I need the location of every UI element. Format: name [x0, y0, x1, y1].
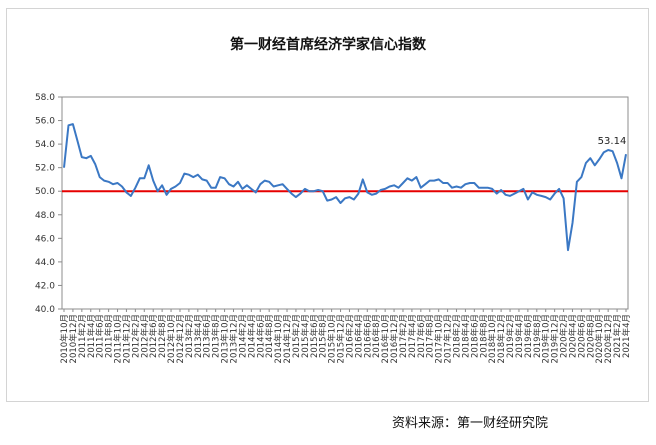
- x-tick-label: 2014年4月: [246, 314, 257, 358]
- x-tick-label: 2013年6月: [202, 314, 213, 358]
- x-tick-label: 2019年8月: [532, 314, 543, 358]
- x-tick-label: 2015年10月: [327, 314, 338, 363]
- y-tick-label: 44.0: [35, 258, 55, 268]
- x-tick-label: 2013年10月: [220, 314, 231, 363]
- x-tick-label: 2011年12月: [121, 314, 132, 363]
- x-tick-label: 2017年2月: [398, 314, 409, 358]
- x-tick-label: 2012年8月: [157, 314, 168, 358]
- x-tick-label: 2012年2月: [130, 314, 141, 358]
- x-tick-label: 2018年2月: [452, 314, 463, 358]
- x-tick-label: 2012年4月: [139, 314, 150, 358]
- x-tick-label: 2017年8月: [425, 314, 436, 358]
- x-tick-label: 2011年6月: [95, 314, 106, 358]
- x-tick-label: 2019年4月: [514, 314, 525, 358]
- x-tick-label: 2018年6月: [469, 314, 480, 358]
- x-tick-label: 2015年12月: [336, 314, 347, 363]
- y-tick-label: 48.0: [35, 211, 55, 221]
- x-tick-label: 2016年2月: [344, 314, 355, 358]
- y-tick-label: 54.0: [35, 140, 55, 150]
- y-tick-label: 56.0: [35, 117, 55, 127]
- last-value-label: 53.14: [598, 136, 627, 147]
- x-tick-label: 2018年10月: [487, 314, 498, 363]
- x-tick-label: 2012年6月: [148, 314, 159, 358]
- x-tick-label: 2016年6月: [362, 314, 373, 358]
- x-tick-label: 2012年12月: [175, 314, 186, 363]
- y-tick-label: 42.0: [35, 281, 55, 291]
- x-tick-label: 2011年8月: [104, 314, 115, 358]
- x-tick-label: 2020年12月: [603, 314, 614, 363]
- x-tick-label: 2021年4月: [621, 314, 632, 358]
- x-tick-label: 2019年10月: [541, 314, 552, 363]
- x-tick-label: 2011年2月: [77, 314, 88, 358]
- x-tick-label: 2011年4月: [86, 314, 97, 358]
- x-tick-label: 2019年12月: [550, 314, 561, 363]
- x-tick-label: 2019年6月: [523, 314, 534, 358]
- x-tick-label: 2017年10月: [434, 314, 445, 363]
- x-tick-label: 2013年8月: [211, 314, 222, 358]
- y-tick-label: 58.0: [35, 93, 55, 103]
- x-tick-label: 2013年4月: [193, 314, 204, 358]
- x-tick-label: 2020年6月: [576, 314, 587, 358]
- x-tick-label: 2017年4月: [407, 314, 418, 358]
- x-tick-label: 2015年4月: [300, 314, 311, 358]
- y-tick-label: 52.0: [35, 164, 55, 174]
- x-tick-label: 2019年2月: [505, 314, 516, 358]
- x-tick-label: 2016年12月: [389, 314, 400, 363]
- x-tick-label: 2010年10月: [59, 314, 70, 363]
- x-tick-label: 2012年10月: [166, 314, 177, 363]
- x-tick-label: 2014年6月: [255, 314, 266, 358]
- x-tick-label: 2011年10月: [113, 314, 124, 363]
- plot-area: [61, 96, 629, 310]
- x-tick-label: 2016年4月: [353, 314, 364, 358]
- x-tick-label: 2015年8月: [318, 314, 329, 358]
- x-tick-label: 2020年4月: [567, 314, 578, 358]
- x-tick-label: 2014年10月: [273, 314, 284, 363]
- x-tick-label: 2017年6月: [416, 314, 427, 358]
- x-tick-label: 2016年8月: [371, 314, 382, 358]
- source-note: 资料来源：第一财经研究院: [392, 416, 549, 431]
- x-tick-label: 2015年6月: [309, 314, 320, 358]
- x-tick-label: 2013年12月: [228, 314, 239, 363]
- y-tick-label: 46.0: [35, 234, 55, 244]
- x-tick-label: 2020年2月: [559, 314, 570, 358]
- index-series-line: [63, 123, 627, 252]
- x-tick-label: 2017年12月: [443, 314, 454, 363]
- x-tick-label: 2018年8月: [478, 314, 489, 358]
- chart-title: 第一财经首席经济学家信心指数: [230, 37, 426, 53]
- x-tick-label: 2010年12月: [68, 314, 79, 363]
- y-tick-label: 40.0: [35, 305, 55, 315]
- x-tick-label: 2020年8月: [585, 314, 596, 358]
- x-tick-label: 2021年2月: [612, 314, 623, 358]
- x-tick-label: 2015年2月: [291, 314, 302, 358]
- x-tick-label: 2013年2月: [184, 314, 195, 358]
- x-tick-label: 2014年8月: [264, 314, 275, 358]
- x-tick-label: 2018年4月: [460, 314, 471, 358]
- x-tick-label: 2014年12月: [282, 314, 293, 363]
- y-tick-label: 50.0: [35, 187, 55, 197]
- x-tick-label: 2018年12月: [496, 314, 507, 363]
- chart-frame: [6, 8, 649, 402]
- x-tick-label: 2016年10月: [380, 314, 391, 363]
- x-tick-label: 2020年10月: [594, 314, 605, 363]
- x-tick-label: 2014年2月: [237, 314, 248, 358]
